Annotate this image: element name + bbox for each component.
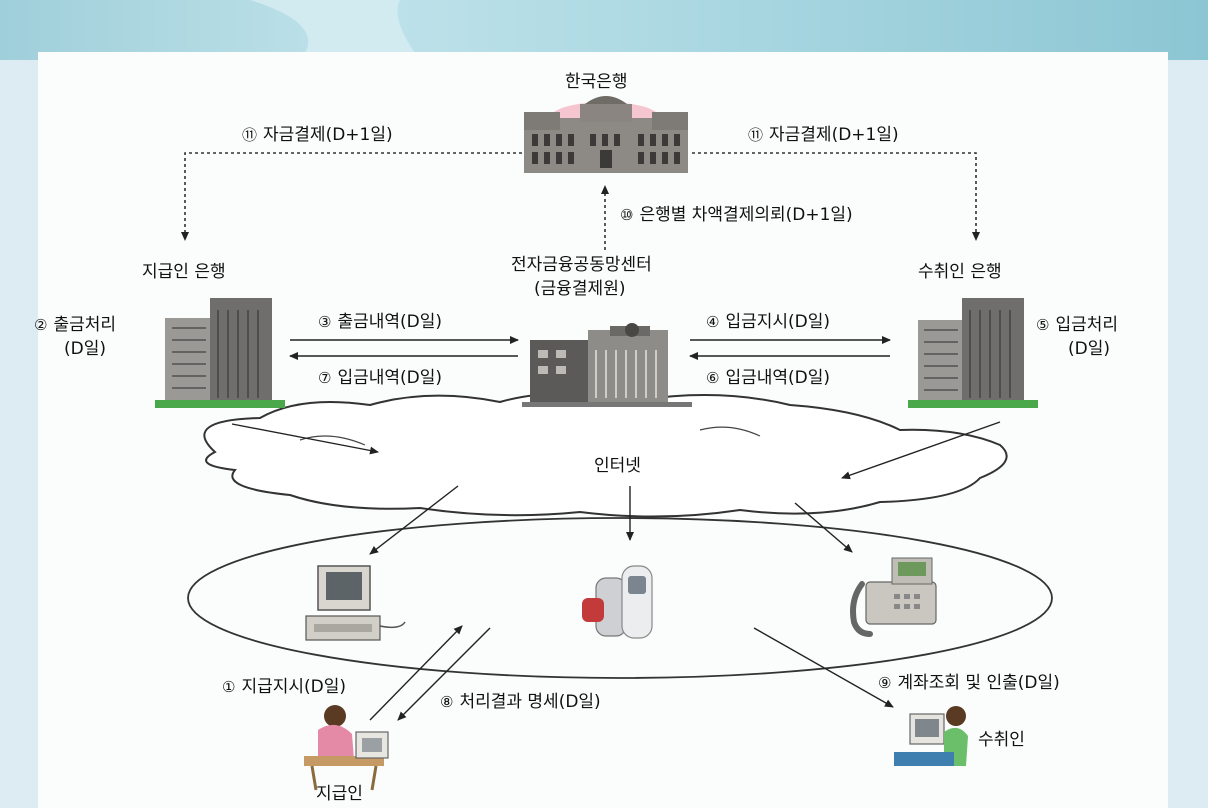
step-2-number: ② xyxy=(34,316,48,334)
step-8-number: ⑧ xyxy=(440,693,454,711)
step-11-right-text: 자금결제(D+1일) xyxy=(769,125,899,145)
payee-label: 수취인 xyxy=(978,730,1025,750)
step-10-label: ⑩ 은행별 차액결제의뢰(D+1일) xyxy=(620,205,853,225)
step-11-left-label: ⑪ 자금결제(D+1일) xyxy=(242,125,393,145)
step-2-label-line2: (D일) xyxy=(64,339,106,359)
step-6-number: ⑥ xyxy=(706,369,720,387)
step-3-label: ③ 출금내역(D일) xyxy=(318,312,442,332)
step-9-text: 계좌조회 및 인출(D일) xyxy=(897,673,1060,693)
internet-label: 인터넷 xyxy=(594,456,641,476)
step-1-label: ① 지급지시(D일) xyxy=(222,677,346,697)
step-4-label: ④ 입금지시(D일) xyxy=(706,312,830,332)
step-8-label: ⑧ 처리결과 명세(D일) xyxy=(440,692,601,712)
step-4-text: 입금지시(D일) xyxy=(725,312,831,332)
payee-person-icon xyxy=(894,706,968,766)
payee-bank-building-icon xyxy=(908,298,1038,408)
internet-cloud-shape xyxy=(203,392,1008,518)
step-6-label: ⑥ 입금내역(D일) xyxy=(706,368,830,388)
step-4-number: ④ xyxy=(706,313,720,331)
step-10-number: ⑩ xyxy=(620,206,634,224)
step-5-text: 입금처리 xyxy=(1055,315,1119,335)
step-5-number: ⑤ xyxy=(1036,316,1050,334)
step-11-left-text: 자금결제(D+1일) xyxy=(263,125,393,145)
step-1-number: ① xyxy=(222,678,236,696)
payer-person-icon xyxy=(304,705,389,791)
step-3-number: ③ xyxy=(318,313,332,331)
user-device-ellipse xyxy=(187,517,1053,679)
step-7-text: 입금내역(D일) xyxy=(337,368,443,388)
bank-of-korea-building-icon xyxy=(524,96,688,173)
step-9-label: ⑨ 계좌조회 및 인출(D일) xyxy=(878,673,1060,693)
step-3-text: 출금내역(D일) xyxy=(337,312,443,332)
step-10-text: 은행별 차액결제의뢰(D+1일) xyxy=(639,205,853,225)
payee-bank-label: 수취인 은행 xyxy=(918,262,1002,282)
payer-computer-icon xyxy=(305,565,406,641)
step-7-number: ⑦ xyxy=(318,369,332,387)
step-5-label: ⑤ 입금처리 xyxy=(1036,315,1118,335)
center-label-line2: (금융결제원) xyxy=(534,279,626,299)
mobile-phone-icon xyxy=(582,565,653,639)
step-9-number: ⑨ xyxy=(878,674,892,692)
payer-bank-label: 지급인 은행 xyxy=(142,262,226,282)
step-8-text: 처리결과 명세(D일) xyxy=(459,692,601,712)
bank-of-korea-label: 한국은행 xyxy=(565,72,628,92)
center-label-line1: 전자금융공동망센터 xyxy=(511,255,652,275)
bank-transfer-arrows xyxy=(289,336,891,360)
step-11-left-number: ⑪ xyxy=(242,126,258,144)
step-2-text: 출금처리 xyxy=(53,315,117,335)
payer-bank-building-icon xyxy=(155,298,285,408)
clearing-center-building-icon xyxy=(522,323,692,407)
step-11-right-label: ⑪ 자금결제(D+1일) xyxy=(748,125,899,145)
step-1-text: 지급지시(D일) xyxy=(241,677,347,697)
step-5-label-line2: (D일) xyxy=(1068,339,1110,359)
step-11-right-number: ⑪ xyxy=(748,126,764,144)
telephone-icon xyxy=(850,557,937,637)
step-2-label: ② 출금처리 xyxy=(34,315,116,335)
internet-arrows xyxy=(231,421,1001,721)
settlement-dotted-lines xyxy=(181,152,980,241)
header-wave-band xyxy=(0,0,1208,60)
payer-label: 지급인 xyxy=(316,784,363,804)
step-6-text: 입금내역(D일) xyxy=(725,368,831,388)
step-7-label: ⑦ 입금내역(D일) xyxy=(318,368,442,388)
